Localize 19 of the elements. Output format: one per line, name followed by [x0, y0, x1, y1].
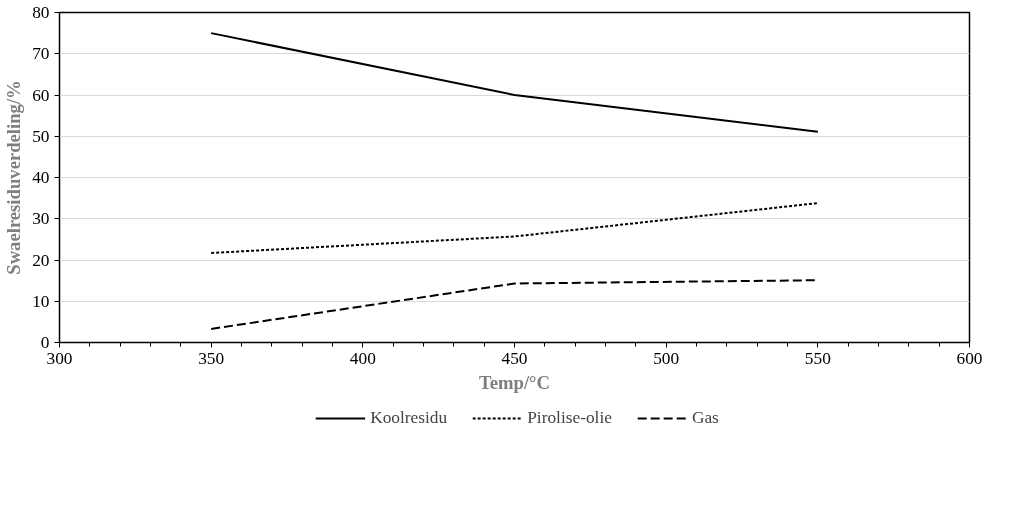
- legend-label: Gas: [691, 407, 719, 428]
- y-tick-label: 20: [32, 250, 50, 270]
- y-tick-label: 30: [32, 209, 50, 229]
- x-tick-label: 500: [653, 348, 680, 368]
- x-tick-label: 400: [349, 348, 376, 368]
- y-tick-label: 40: [32, 168, 50, 187]
- y-tick-label: 70: [32, 44, 50, 64]
- x-tick-label: 450: [501, 348, 528, 368]
- y-tick-label: 60: [32, 85, 50, 105]
- legend-label: Pirolise-olie: [527, 407, 612, 428]
- y-tick-label: 50: [32, 126, 50, 146]
- y-axis-title: Swaelresiduverdeling/%: [3, 80, 25, 275]
- legend-label: Koolresidu: [370, 407, 448, 428]
- x-axis-title: Temp/°C: [478, 371, 551, 393]
- y-tick-label: 80: [32, 3, 50, 22]
- y-tick-label: 10: [32, 291, 50, 311]
- x-tick-label: 600: [956, 348, 983, 368]
- x-tick-label: 550: [804, 348, 831, 368]
- x-tick-label: 350: [198, 348, 225, 368]
